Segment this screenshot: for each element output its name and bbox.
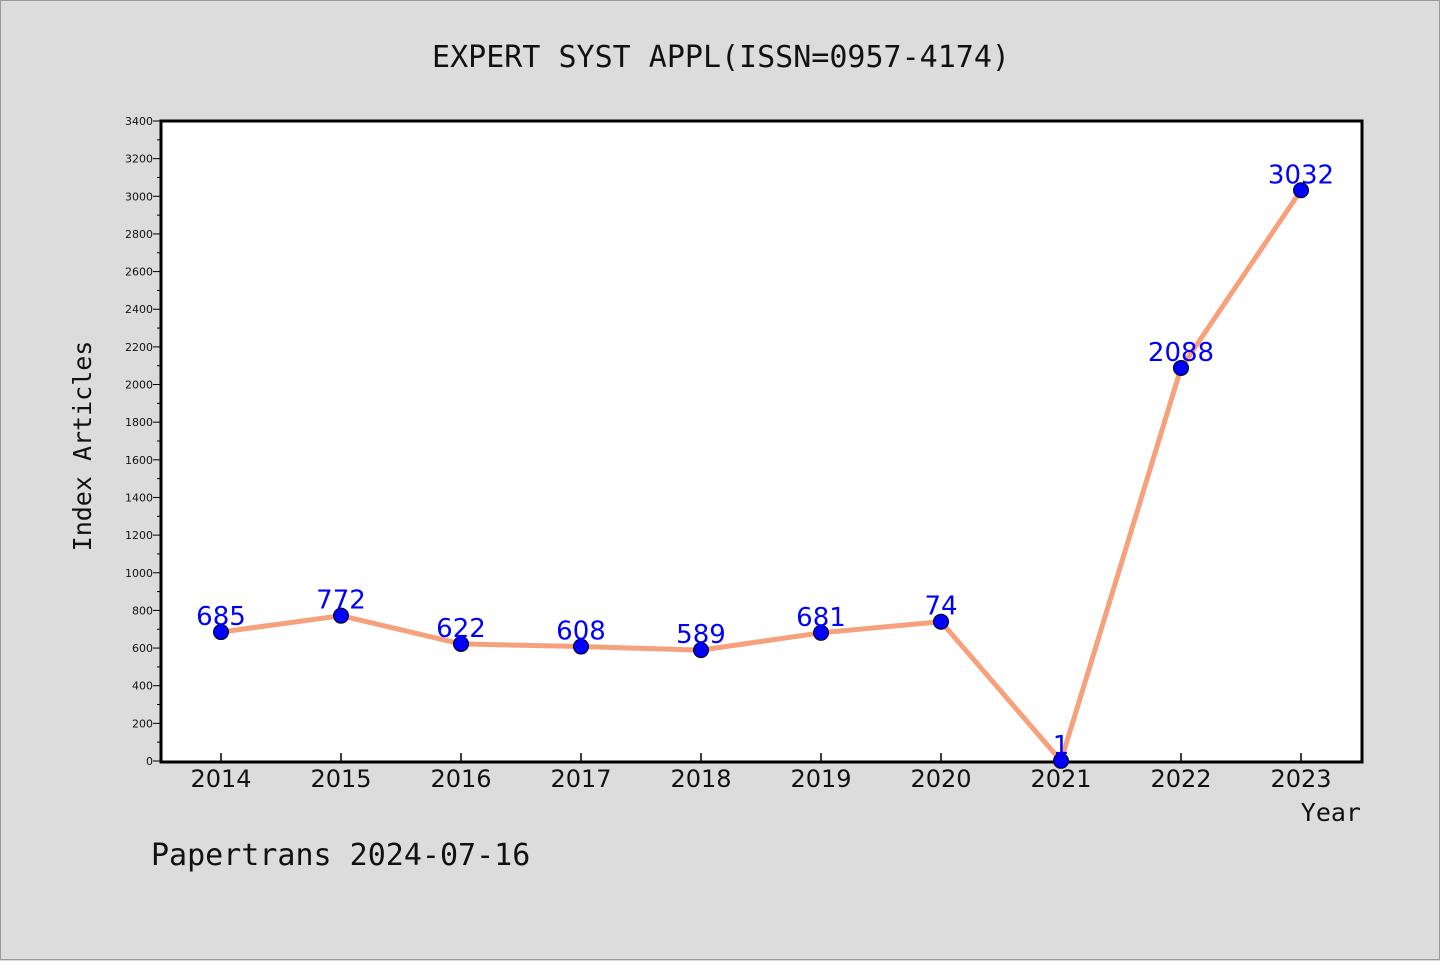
data-point <box>693 642 709 659</box>
data-label: 772 <box>316 586 366 616</box>
data-labels: 685 772 622 608 589 681 74 1 2088 3032 <box>196 160 1334 761</box>
y-axis: 0 200 400 600 800 1000 1200 1400 1600 1800 2000 220… <box>125 115 161 768</box>
y-tick-label: 1000 <box>125 567 153 580</box>
data-point <box>453 635 469 652</box>
series-line <box>220 188 1304 764</box>
data-label: 608 <box>556 617 606 647</box>
y-tick-label: 400 <box>132 680 153 693</box>
x-tick-label: 2018 <box>670 765 731 793</box>
y-tick-label: 800 <box>132 604 153 617</box>
x-tick-label: 2016 <box>430 765 491 793</box>
y-tick-label: 2600 <box>125 266 153 279</box>
data-label: 3032 <box>1268 160 1334 190</box>
x-tick-label: 2015 <box>310 765 371 793</box>
y-tick-label: 2200 <box>125 341 153 354</box>
x-tick-label: 2014 <box>190 765 251 793</box>
data-label: 74 <box>924 592 957 622</box>
data-label: 622 <box>436 614 486 644</box>
y-tick-label: 3400 <box>125 115 153 128</box>
footer-text: Papertrans 2024-07-16 <box>151 838 530 873</box>
chart-title: EXPERT SYST APPL(ISSN=0957-4174) <box>432 40 1010 75</box>
data-label: 2088 <box>1148 338 1214 368</box>
y-tick-label: 1600 <box>125 454 153 467</box>
series <box>213 182 1309 769</box>
plot-area <box>159 119 1364 764</box>
data-point <box>333 607 349 624</box>
data-point <box>813 624 829 641</box>
y-tick-label: 2000 <box>125 379 153 392</box>
y-tick-label: 200 <box>132 717 153 730</box>
x-axis: 2014 2015 2016 2017 2018 2019 2020 2021 2022 2023 <box>190 753 1332 793</box>
data-point <box>933 613 949 630</box>
data-label: 589 <box>676 620 726 650</box>
y-tick-label: 3200 <box>125 153 153 166</box>
y-tick-label: 0 <box>146 755 153 768</box>
x-axis-label: Year <box>1301 798 1361 827</box>
x-tick-label: 2021 <box>1030 765 1091 793</box>
y-axis-label: Index Articles <box>68 341 97 552</box>
x-tick-label: 2019 <box>790 765 851 793</box>
x-tick-label: 2020 <box>910 765 971 793</box>
y-tick-label: 2400 <box>125 303 153 316</box>
x-tick-label: 2017 <box>550 765 611 793</box>
y-tick-label: 2800 <box>125 228 153 241</box>
y-tick-label: 3000 <box>125 190 153 203</box>
x-tick-label: 2023 <box>1270 765 1331 793</box>
data-point <box>573 638 589 655</box>
data-label: 681 <box>796 603 846 633</box>
x-tick-label: 2022 <box>1150 765 1211 793</box>
y-tick-label: 1400 <box>125 491 153 504</box>
y-tick-label: 1800 <box>125 416 153 429</box>
data-label: 685 <box>196 602 246 632</box>
data-label: 1 <box>1053 731 1070 761</box>
data-point <box>1053 752 1069 769</box>
y-tick-label: 1200 <box>125 529 153 542</box>
data-point <box>1293 182 1309 199</box>
y-tick-label: 600 <box>132 642 153 655</box>
data-point <box>213 624 229 641</box>
data-point <box>1173 359 1189 376</box>
